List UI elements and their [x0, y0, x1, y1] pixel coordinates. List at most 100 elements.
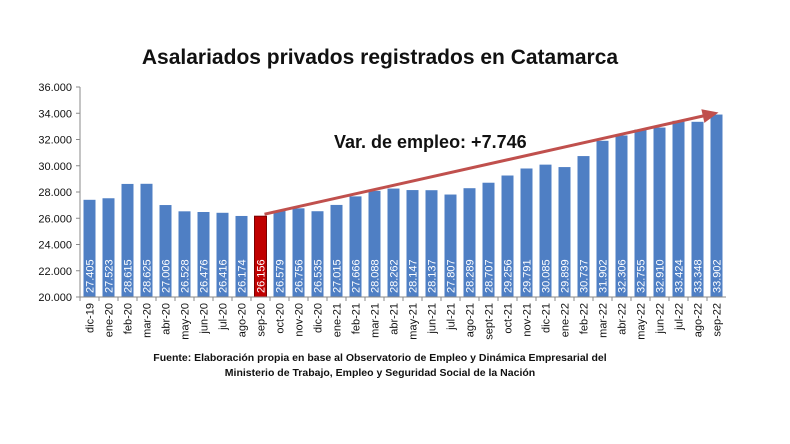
bar-value-label: 27.807: [446, 259, 458, 293]
bar-value-label: 33.424: [674, 259, 686, 293]
x-tick-label: may-22: [636, 303, 648, 340]
bar: [425, 190, 438, 297]
x-tick-label: ago-22: [693, 303, 705, 337]
bar-value-label: 26.416: [218, 259, 230, 293]
bar-value-label: 28.137: [427, 259, 439, 293]
x-tick-label: ago-20: [237, 303, 249, 337]
y-tick-label: 24.000: [38, 240, 72, 252]
y-tick-label: 28.000: [38, 187, 72, 199]
bar: [615, 135, 628, 297]
bar-value-label: 28.289: [465, 259, 477, 293]
bar-value-label: 28.707: [484, 259, 496, 293]
bar: [83, 199, 96, 297]
x-tick-label: nov-20: [294, 303, 306, 337]
x-tick-label: may-20: [180, 303, 192, 340]
bar: [634, 129, 647, 297]
bar: [292, 208, 305, 297]
bar: [653, 127, 666, 298]
x-tick-label: oct-21: [503, 303, 515, 334]
x-tick-label: nov-21: [522, 303, 534, 337]
bar: [235, 215, 248, 297]
bar: [387, 188, 400, 297]
bar: [330, 204, 343, 297]
bar-value-label: 26.756: [294, 259, 306, 293]
bar-value-label: 29.791: [522, 259, 534, 293]
x-tick-label: dic-21: [541, 303, 553, 333]
bar-value-label: 28.625: [142, 259, 154, 293]
bar: [197, 212, 210, 297]
bar: [672, 120, 685, 297]
x-tick-label: sept-21: [484, 303, 496, 340]
x-axis: dic-19 ene-20 feb-20 mar-20 abr-20 may-20 jun-…: [79, 296, 726, 340]
x-tick-label: dic-20: [313, 303, 325, 333]
x-tick-label: sep-22: [712, 303, 724, 337]
x-tick-label: mar-20: [142, 303, 154, 338]
x-tick-label: abr-20: [161, 303, 173, 335]
bar: [311, 211, 324, 297]
bar-value-label: 28.088: [370, 259, 382, 293]
bar: [140, 183, 153, 297]
bar: [273, 210, 286, 297]
bar-value-label: 33.348: [693, 259, 705, 293]
bar-value-label: 27.015: [332, 259, 344, 293]
y-tick-label: 36.000: [38, 82, 72, 94]
bar: [349, 196, 362, 297]
y-tick-label: 32.000: [38, 135, 72, 147]
bar-value-label: 28.615: [123, 259, 135, 293]
x-tick-label: ago-21: [465, 303, 477, 337]
source-note-line2: Ministerio de Trabajo, Empleo y Segurida…: [224, 367, 536, 379]
y-tick-label: 30.000: [38, 161, 72, 173]
bar: [691, 121, 704, 298]
bar: [539, 164, 552, 297]
bar: [216, 212, 229, 297]
bar: [463, 188, 476, 297]
y-tick-label: 20.000: [38, 292, 72, 304]
x-tick-label: jun-20: [199, 303, 211, 335]
bar: [178, 211, 191, 297]
x-tick-label: jul-22: [674, 303, 686, 331]
x-tick-label: jun-22: [655, 303, 667, 335]
bar-value-label: 30.085: [541, 259, 553, 293]
bar: [520, 168, 533, 297]
bar-value-label: 27.523: [104, 259, 116, 293]
x-tick-label: oct-20: [275, 303, 287, 334]
x-tick-label: mar-22: [598, 303, 610, 338]
bar-value-label: 27.666: [351, 259, 363, 293]
bar: [596, 140, 609, 297]
x-tick-label: abr-22: [617, 303, 629, 335]
bar-value-label: 28.262: [389, 259, 401, 293]
bar: [577, 156, 590, 297]
bar: [558, 167, 571, 297]
bar-value-label: 29.256: [503, 259, 515, 293]
y-tick-label: 34.000: [38, 108, 72, 120]
bar-value-label: 26.528: [180, 259, 192, 293]
bar-value-label: 27.405: [85, 259, 97, 293]
bar: [710, 114, 723, 297]
bar: [159, 205, 172, 297]
bar-value-label: 32.306: [617, 259, 629, 293]
variation-annotation: Var. de empleo: +7.746: [334, 132, 527, 152]
bar: [444, 194, 457, 297]
y-tick-label: 26.000: [38, 213, 72, 225]
bar: [102, 198, 115, 297]
x-tick-label: feb-20: [123, 303, 135, 334]
bar: [368, 190, 381, 297]
bar: [406, 190, 419, 297]
x-tick-label: feb-21: [351, 303, 363, 334]
x-tick-label: ene-20: [104, 303, 116, 337]
trend-arrow-line: [264, 113, 709, 216]
bar-value-label: 31.902: [598, 259, 610, 293]
bar-value-label: 26.535: [313, 259, 325, 293]
bars: 27.405 27.523 28.615 28.625 27.006 26.528 26.4…: [83, 114, 724, 298]
x-tick-label: ene-21: [332, 303, 344, 337]
bar: [501, 175, 514, 297]
bar-value-label: 32.910: [655, 259, 667, 293]
bar-value-label: 28.147: [408, 259, 420, 293]
bar-value-label: 30.737: [579, 259, 591, 293]
trend-annotation: Var. de empleo: +7.746: [264, 109, 719, 216]
bar: [121, 183, 134, 297]
bar-value-label: 26.174: [237, 259, 249, 293]
bar-value-label: 29.899: [560, 259, 572, 293]
x-tick-label: mar-21: [370, 303, 382, 338]
